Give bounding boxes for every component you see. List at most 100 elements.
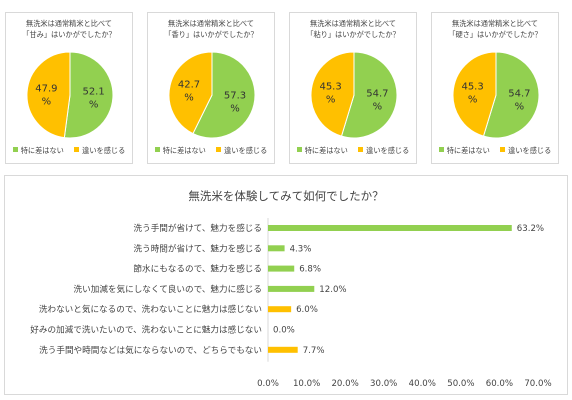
category-label: 洗う手間や時間などは気にならないので、どちらでもない [39, 344, 262, 356]
x-tick-label: 40.0% [409, 379, 436, 389]
pie-value-label: 45.3 [319, 82, 341, 93]
pie-legend: 特に差はない 違いを感じる [290, 146, 416, 156]
pie-value-unit: % [326, 95, 336, 106]
pie-title-line-1: 無洗米は通常精米と比べて [168, 19, 254, 28]
pie-value-label: 47.9 [35, 83, 57, 94]
pie-slice-no-difference [340, 51, 398, 139]
legend-item-feel-difference: 違いを感じる [216, 146, 267, 156]
pie-chart: 54.7% 45.3% [310, 51, 398, 139]
pie-value-unit: % [515, 102, 525, 113]
bar [268, 285, 315, 292]
category-label: 洗い加減を気にしなくて良いので、魅力に感じる [74, 283, 262, 295]
x-tick-label: 60.0% [486, 379, 513, 389]
pie-title-line-2: 「香り」はいかがでしたか？ [164, 30, 258, 39]
bar-chart-panel: 無洗米を体験してみて如何でしたか？ 洗う手間が省けて、魅力を感じる 63.2% 洗う… [4, 175, 568, 395]
pie-title-line-2: 「硬さ」はいかがでしたか？ [448, 30, 542, 39]
pie-value-label: 54.7 [366, 89, 388, 100]
bar [268, 245, 285, 252]
legend-item-no-difference: 特に差はない [12, 146, 64, 156]
legend-swatch-yellow [358, 147, 364, 152]
category-label: 好みの加減で洗いたいので、洗わないことに魅力は感じない [30, 324, 262, 336]
legend-item-feel-difference: 違いを感じる [74, 146, 125, 156]
pie-value-unit: % [42, 96, 52, 107]
category-label: 洗う手間が省けて、魅力を感じる [134, 222, 262, 234]
legend-label: 特に差はない [446, 146, 490, 155]
bar [268, 265, 295, 272]
pie-value-label: 45.3 [461, 82, 483, 93]
pie-slice-feel-difference [452, 51, 497, 137]
legend-label: 違いを感じる [82, 146, 126, 155]
bar [268, 306, 292, 313]
x-tick-label: 20.0% [331, 379, 358, 389]
legend-item-feel-difference: 違いを感じる [358, 146, 409, 156]
pie-card-sweetness: 無洗米は通常精米と比べて 「甘み」はいかがでしたか？ 52.1% 47.9% 特に… [5, 12, 133, 164]
bar [268, 346, 298, 353]
pie-slice-feel-difference [26, 51, 71, 139]
bar-chart-title: 無洗米を体験してみて如何でしたか？ [188, 189, 384, 203]
pie-chart: 54.7% 45.3% [452, 51, 540, 139]
pie-card-aroma: 無洗米は通常精米と比べて 「香り」はいかがでしたか？ 57.3% 42.7% 特に… [147, 12, 275, 164]
pie-chart: 57.3% 42.7% [168, 51, 256, 139]
legend-swatch-yellow [500, 147, 506, 152]
legend-label: 特に差はない [304, 146, 348, 155]
x-tick-label: 10.0% [293, 379, 320, 389]
pie-value-unit: % [184, 93, 194, 104]
pie-value-label: 54.7 [508, 89, 530, 100]
pie-value-label: 57.3 [224, 90, 246, 101]
pie-slice-no-difference [482, 51, 540, 139]
legend-swatch-yellow [216, 147, 222, 152]
pie-slice-no-difference [192, 51, 256, 139]
category-label: 洗わないと気になるので、洗わないことに魅力は感じない [39, 303, 262, 315]
pie-legend: 特に差はない 違いを感じる [148, 146, 274, 156]
pie-slice-feel-difference [168, 51, 213, 135]
pie-card-hardness: 無洗米は通常精米と比べて 「硬さ」はいかがでしたか？ 54.7% 45.3% 特に… [431, 12, 559, 164]
legend-swatch-yellow [74, 147, 80, 152]
pie-title-line-2: 「粘り」はいかがでしたか？ [306, 30, 400, 39]
pie-title: 無洗米は通常精米と比べて 「香り」はいかがでしたか？ [154, 18, 268, 40]
bar [268, 225, 512, 231]
pie-value-unit: % [373, 102, 383, 113]
pie-title-line-1: 無洗米は通常精米と比べて [452, 19, 538, 28]
legend-label: 特に差はない [20, 146, 64, 155]
pie-card-stickiness: 無洗米は通常精米と比べて 「粘り」はいかがでしたか？ 54.7% 45.3% 特に… [289, 12, 417, 164]
pie-value-unit: % [468, 95, 478, 106]
legend-item-no-difference: 特に差はない [438, 146, 490, 156]
pie-value-label: 42.7 [178, 80, 200, 91]
pie-title: 無洗米は通常精米と比べて 「甘み」はいかがでしたか？ [12, 18, 126, 40]
pie-legend: 特に差はない 違いを感じる [432, 146, 558, 156]
category-label: 節水にもなるので、魅力を感じる [133, 263, 262, 275]
pie-title: 無洗米は通常精米と比べて 「硬さ」はいかがでしたか？ [438, 18, 552, 40]
x-tick-label: 0.0% [257, 379, 279, 389]
bar-value-label: 4.3% [290, 244, 312, 254]
bar-value-label: 12.0% [319, 285, 346, 295]
bar-value-label: 63.2% [517, 224, 544, 234]
x-tick-label: 50.0% [447, 379, 474, 389]
pie-value-unit: % [230, 103, 240, 114]
pie-title: 無洗米は通常精米と比べて 「粘り」はいかがでしたか？ [296, 18, 410, 40]
x-tick-label: 30.0% [370, 379, 397, 389]
legend-item-no-difference: 特に差はない [154, 146, 206, 156]
legend-swatch-green [438, 147, 444, 152]
pie-value-unit: % [89, 100, 99, 111]
pie-title-line-1: 無洗米は通常精米と比べて [26, 19, 112, 28]
pie-slice-no-difference [63, 51, 114, 139]
bar-value-label: 6.8% [299, 265, 321, 275]
pie-title-line-2: 「甘み」はいかがでしたか？ [22, 30, 116, 39]
legend-label: 特に差はない [162, 146, 206, 155]
bar-value-label: 0.0% [273, 326, 295, 336]
x-tick-label: 70.0% [524, 379, 551, 389]
legend-item-feel-difference: 違いを感じる [500, 146, 551, 156]
pie-chart: 52.1% 47.9% [26, 51, 114, 139]
legend-label: 違いを感じる [366, 146, 410, 155]
pie-title-line-1: 無洗米は通常精米と比べて [310, 19, 396, 28]
pie-value-label: 52.1 [82, 87, 104, 98]
legend-label: 違いを感じる [224, 146, 268, 155]
legend-swatch-green [154, 147, 160, 152]
pie-slice-feel-difference [310, 51, 355, 137]
bar-value-label: 7.7% [303, 346, 325, 356]
legend-label: 違いを感じる [508, 146, 552, 155]
bar-value-label: 6.0% [296, 305, 318, 315]
bar-chart: 洗う手間が省けて、魅力を感じる 63.2% 洗う時間が省けて、魅力を感じる 4.3% 節… [30, 218, 552, 389]
legend-item-no-difference: 特に差はない [296, 146, 348, 156]
pie-legend: 特に差はない 違いを感じる [6, 146, 132, 156]
